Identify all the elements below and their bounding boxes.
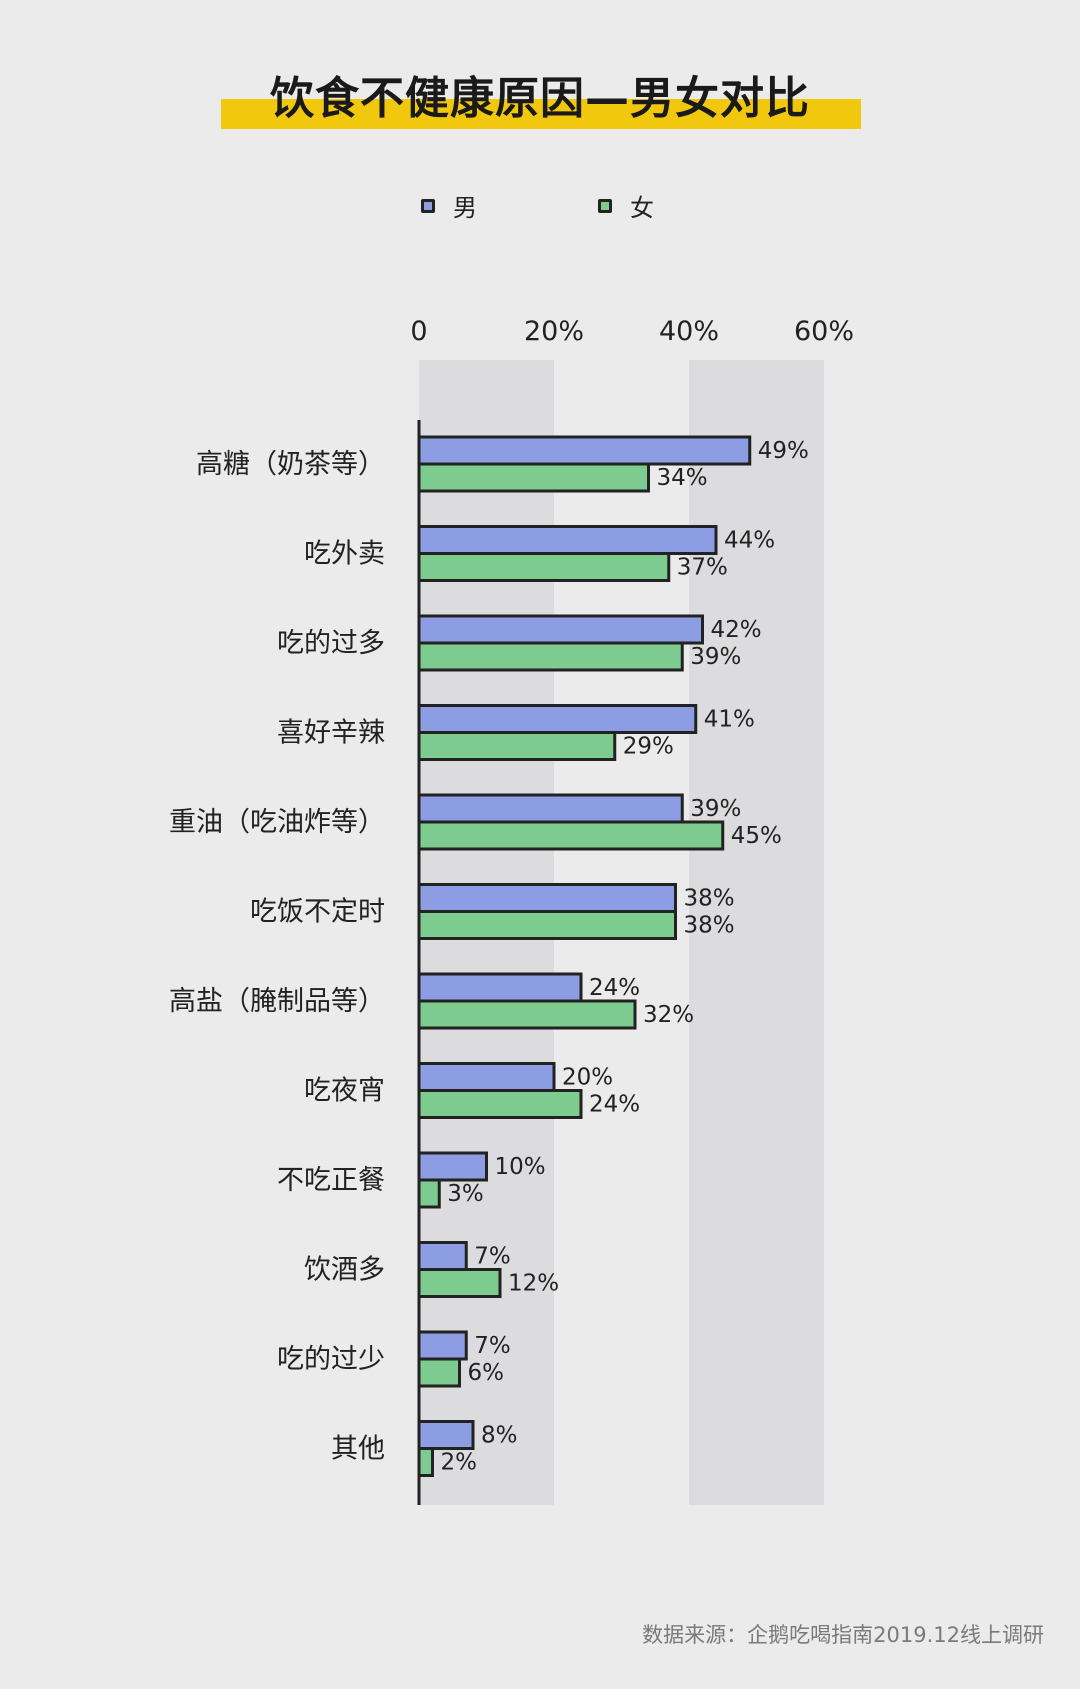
x-tick-label: 40% xyxy=(659,316,719,347)
bar-female xyxy=(417,731,617,761)
category-label: 吃的过多 xyxy=(277,628,385,659)
bar-female xyxy=(417,641,684,672)
value-label-female: 3% xyxy=(447,1181,484,1207)
category-label: 不吃正餐 xyxy=(277,1165,385,1196)
bar-male xyxy=(417,972,583,1003)
value-label-female: 24% xyxy=(589,1092,640,1118)
value-label-female: 38% xyxy=(684,913,735,939)
bar-chart: 0 20% 40% 60%高糖（奶茶等） 49%34%吃外卖 44%37%吃的过多 42%3… xyxy=(169,316,854,1505)
value-label-female: 6% xyxy=(468,1360,505,1386)
category-label: 重油（吃油炸等） xyxy=(169,807,385,838)
bar-male xyxy=(417,1062,556,1092)
x-tick-label: 60% xyxy=(794,316,854,347)
legend-swatch-male xyxy=(421,198,435,213)
value-label-female: 32% xyxy=(643,1002,694,1028)
value-label-male: 44% xyxy=(724,528,775,554)
bar-female xyxy=(417,999,637,1030)
category-label: 高盐（腌制品等） xyxy=(169,986,385,1017)
bar-female xyxy=(417,1178,441,1209)
legend-swatch-female xyxy=(598,198,612,213)
bar-male xyxy=(417,525,718,555)
value-label-female: 12% xyxy=(508,1271,559,1297)
legend-item-male: 男 xyxy=(421,188,477,223)
value-label-male: 10% xyxy=(495,1154,546,1180)
value-label-female: 2% xyxy=(441,1450,478,1476)
category-label: 吃的过少 xyxy=(277,1344,385,1375)
bar-female xyxy=(417,910,677,940)
bar-male xyxy=(417,435,752,466)
bar-male xyxy=(417,1330,468,1361)
value-label-male: 42% xyxy=(711,617,762,643)
x-tick-label: 20% xyxy=(524,316,584,347)
bar-male xyxy=(417,1241,468,1271)
bar-male xyxy=(417,1420,475,1450)
category-label: 吃外卖 xyxy=(304,539,385,570)
bar-male xyxy=(417,704,698,734)
bar-male xyxy=(417,1151,488,1182)
value-label-female: 29% xyxy=(623,734,674,760)
value-label-female: 45% xyxy=(731,823,782,849)
value-label-male: 7% xyxy=(474,1333,511,1359)
value-label-male: 24% xyxy=(589,975,640,1001)
value-label-male: 39% xyxy=(690,796,741,822)
legend-item-female: 女 xyxy=(598,188,654,223)
bar-female xyxy=(417,552,671,582)
x-tick-label: 0 xyxy=(410,316,427,347)
value-label-female: 37% xyxy=(677,555,728,581)
category-label: 吃饭不定时 xyxy=(250,897,385,928)
bar-male xyxy=(417,793,684,824)
bar-female xyxy=(417,1447,434,1477)
category-label: 吃夜宵 xyxy=(304,1076,385,1107)
bar-female xyxy=(417,462,650,493)
bar-male xyxy=(417,883,677,913)
category-label: 高糖（奶茶等） xyxy=(196,449,385,480)
category-label: 饮酒多 xyxy=(304,1255,385,1286)
title-highlight-bar xyxy=(221,99,861,129)
value-label-male: 38% xyxy=(684,886,735,912)
value-label-male: 41% xyxy=(704,707,755,733)
value-label-male: 8% xyxy=(481,1423,518,1449)
category-label: 其他 xyxy=(331,1434,385,1465)
value-label-female: 34% xyxy=(657,465,708,491)
value-label-male: 20% xyxy=(562,1065,613,1091)
bar-female xyxy=(417,1357,461,1388)
legend-label-female: 女 xyxy=(630,194,654,222)
legend: 男 女 xyxy=(0,188,1080,224)
category-label: 喜好辛辣 xyxy=(277,718,385,749)
title-area: 饮食不健康原因—男女对比 xyxy=(0,58,1080,138)
value-label-male: 7% xyxy=(474,1244,511,1270)
source-note: 数据来源：企鹅吃喝指南2019.12线上调研 xyxy=(642,1623,1044,1647)
bar-male xyxy=(417,614,704,645)
legend-label-male: 男 xyxy=(453,194,477,222)
bar-female xyxy=(417,1089,583,1119)
bar-female xyxy=(417,820,725,851)
value-label-female: 39% xyxy=(690,644,741,670)
chart-title: 饮食不健康原因—男女对比 xyxy=(270,73,810,124)
bar-female xyxy=(417,1268,502,1298)
value-label-male: 49% xyxy=(758,438,809,464)
